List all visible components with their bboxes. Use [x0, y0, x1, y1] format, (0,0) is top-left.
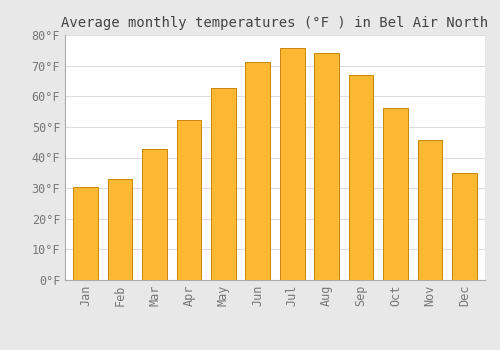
Bar	[418, 140, 442, 280]
Bar	[246, 62, 270, 280]
Bar	[383, 108, 408, 280]
Bar	[74, 187, 98, 280]
Bar	[314, 53, 339, 280]
Bar	[211, 88, 236, 280]
Bar	[452, 173, 476, 280]
Bar	[142, 149, 167, 280]
Bar	[280, 48, 304, 280]
Bar	[348, 75, 374, 280]
Bar	[108, 178, 132, 280]
Bar	[176, 120, 202, 280]
Title: Average monthly temperatures (°F ) in Bel Air North: Average monthly temperatures (°F ) in Be…	[62, 16, 488, 30]
